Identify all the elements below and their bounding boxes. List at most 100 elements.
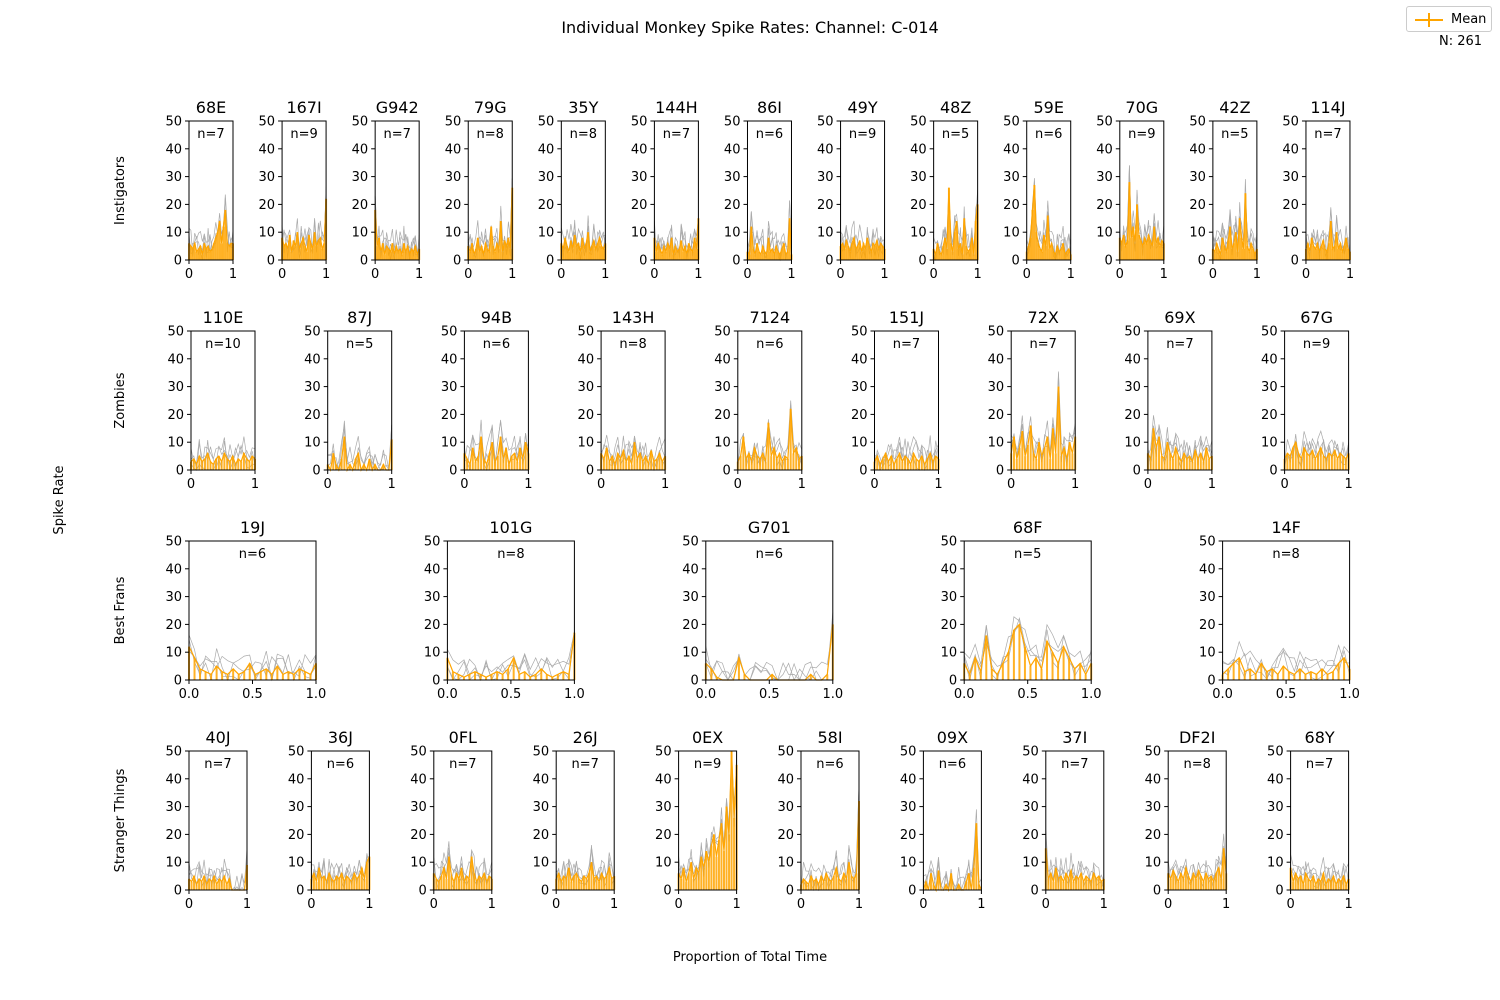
panel-frame xyxy=(922,750,982,891)
x-tick-label: 1 xyxy=(1100,897,1108,912)
panel-frame xyxy=(281,120,327,261)
x-tick-label: 0 xyxy=(187,477,195,492)
mean-line xyxy=(873,451,939,467)
y-tick-label: 50 xyxy=(167,325,184,340)
panel-title: 49Y xyxy=(847,98,877,117)
x-tick-label: 1 xyxy=(1208,477,1216,492)
y-tick-label: 40 xyxy=(714,352,731,367)
panel-title: 0EX xyxy=(692,728,723,747)
y-tick-label: 0 xyxy=(1105,254,1113,269)
x-tick-label: 0 xyxy=(464,267,472,282)
x-tick-label: 0 xyxy=(552,897,560,912)
x-tick-label: 0 xyxy=(307,897,315,912)
x-tick-label: 1 xyxy=(508,267,516,282)
x-tick-label: 1 xyxy=(388,477,396,492)
y-tick-label: 50 xyxy=(817,115,834,130)
panel-n-label: n=7 xyxy=(197,127,224,142)
panel-title: 144H xyxy=(655,98,698,117)
y-tick-label: 20 xyxy=(1096,198,1113,213)
individual-trace xyxy=(1167,833,1227,891)
panel-n-label: n=8 xyxy=(570,127,597,142)
x-tick-label: 1 xyxy=(1160,267,1168,282)
y-tick-label: 30 xyxy=(1003,170,1020,185)
y-tick-label: 0 xyxy=(432,674,440,689)
y-tick-label: 10 xyxy=(578,436,595,451)
panel-frame xyxy=(555,750,615,891)
individual-trace xyxy=(374,195,420,255)
x-tick-label: 0 xyxy=(185,897,193,912)
individual-trace xyxy=(933,195,978,258)
panel-n-label: n=6 xyxy=(239,547,266,562)
mean-line xyxy=(190,451,256,466)
x-tick-label: 1 xyxy=(322,267,330,282)
panel-frame xyxy=(1212,120,1258,261)
y-tick-label: 40 xyxy=(988,352,1005,367)
y-tick-label: 20 xyxy=(1267,828,1284,843)
panel-title: 86I xyxy=(757,98,782,117)
x-tick-label: 0 xyxy=(1116,267,1124,282)
y-tick-label: 30 xyxy=(1124,380,1141,395)
individual-trace xyxy=(1284,431,1349,465)
y-tick-label: 20 xyxy=(533,828,550,843)
y-tick-label: 50 xyxy=(1282,115,1299,130)
panel-n-label: n=7 xyxy=(1061,757,1088,772)
individual-trace xyxy=(1010,371,1076,466)
panel-title: 94B xyxy=(481,308,512,327)
x-tick-label: 1 xyxy=(1344,897,1352,912)
y-tick-label: 40 xyxy=(1022,772,1039,787)
individual-trace xyxy=(1290,854,1349,891)
y-tick-label: 10 xyxy=(445,226,462,241)
individual-trace xyxy=(1305,217,1351,260)
y-tick-label: 40 xyxy=(1096,142,1113,157)
panel-title: 36J xyxy=(328,728,353,747)
panel-title: 09X xyxy=(937,728,968,747)
y-tick-label: 50 xyxy=(410,745,427,760)
y-tick-label: 10 xyxy=(538,226,555,241)
y-tick-label: 0 xyxy=(453,254,461,269)
legend-mean-swatch xyxy=(1415,13,1443,27)
y-tick-label: 10 xyxy=(988,436,1005,451)
y-tick-label: 40 xyxy=(352,142,369,157)
x-tick-label: 0.5 xyxy=(501,687,522,702)
legend-mean-label: Mean xyxy=(1451,12,1487,27)
mean-line xyxy=(327,436,393,473)
y-tick-label: 30 xyxy=(851,380,868,395)
y-tick-label: 30 xyxy=(655,800,672,815)
mean-line xyxy=(1167,848,1227,884)
x-tick-label: 1.0 xyxy=(1081,687,1102,702)
mean-line xyxy=(555,862,615,884)
y-tick-label: 30 xyxy=(538,170,555,185)
mean-line xyxy=(1010,386,1076,461)
total-n-label: N: 261 xyxy=(1439,34,1483,49)
y-tick-label: 50 xyxy=(424,535,441,550)
individual-trace xyxy=(705,618,834,682)
y-tick-label: 30 xyxy=(817,170,834,185)
y-tick-label: 20 xyxy=(165,198,182,213)
x-tick-label: 1 xyxy=(798,477,806,492)
y-tick-label: 50 xyxy=(165,535,182,550)
y-tick-label: 50 xyxy=(777,745,794,760)
legend: Mean xyxy=(1406,6,1492,32)
panel-frame xyxy=(467,120,513,261)
y-tick-label: 20 xyxy=(165,618,182,633)
y-tick-label: 30 xyxy=(1022,800,1039,815)
x-tick-label: 1 xyxy=(488,897,496,912)
panel-n-label: n=6 xyxy=(327,757,354,772)
group-label: Best Frans xyxy=(113,576,128,644)
x-tick-label: 0 xyxy=(460,477,468,492)
y-tick-label: 0 xyxy=(859,464,867,479)
mean-line xyxy=(747,218,793,257)
y-tick-label: 50 xyxy=(1267,745,1284,760)
y-tick-label: 10 xyxy=(1261,436,1278,451)
panel-frame xyxy=(463,330,529,471)
panel-title: G942 xyxy=(376,98,419,117)
y-tick-label: 40 xyxy=(259,142,276,157)
panel-title: 26J xyxy=(573,728,598,747)
x-tick-label: 1 xyxy=(1067,267,1075,282)
y-tick-label: 0 xyxy=(786,884,794,899)
individual-trace xyxy=(1119,168,1165,252)
panel-title: 67G xyxy=(1300,308,1333,327)
panel-title: 167I xyxy=(286,98,321,117)
y-tick-label: 10 xyxy=(165,226,182,241)
y-tick-label: 10 xyxy=(167,436,184,451)
